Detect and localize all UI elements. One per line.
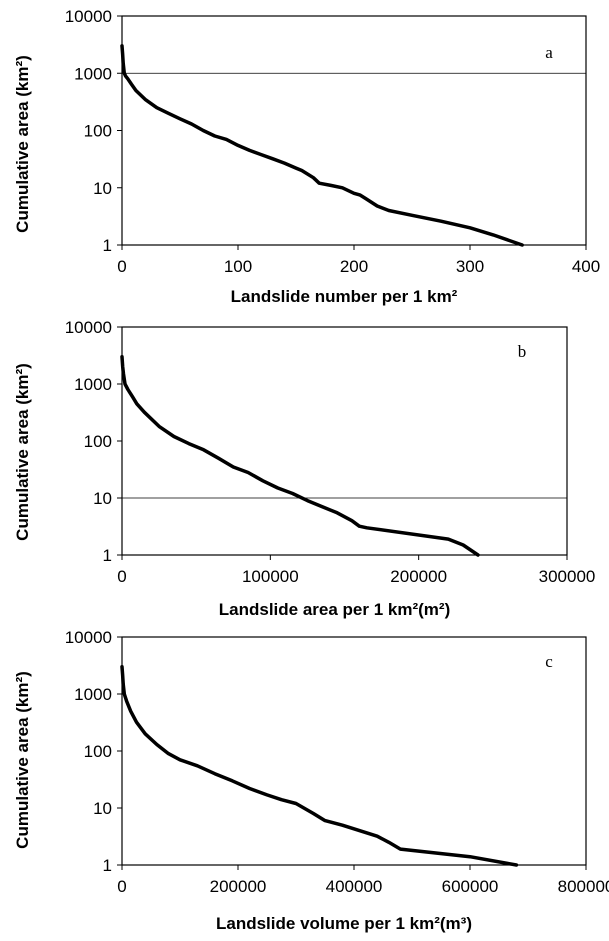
chart-c-x-axis-label: Landslide volume per 1 km²(m³)	[216, 914, 472, 933]
chart-c-ytick-label-1: 10	[93, 799, 112, 818]
chart-a-xtick-label-4: 400	[572, 257, 600, 276]
chart-b-ytick-label-3: 1000	[74, 375, 112, 394]
chart-b-ytick-label-1: 10	[93, 489, 112, 508]
chart-c-plot-frame	[121, 636, 587, 866]
chart-b-plot-frame	[121, 326, 568, 556]
chart-b-series-line-0	[120, 355, 480, 557]
chart-c-panel: 1 10 100 1000 10000 0 200000 400000 600000 800000…	[13, 628, 609, 933]
chart-a-series-line-0	[120, 44, 524, 247]
chart-b-ytick-label-4: 10000	[65, 318, 112, 337]
chart-a-ytick-label-1: 10	[93, 179, 112, 198]
chart-c-xtick-label-3: 600000	[442, 877, 499, 896]
chart-a-x-axis-label: Landslide number per 1 km²	[231, 287, 458, 306]
chart-a-plot-frame	[121, 15, 587, 246]
chart-b-y-axis-label: Cumulative area (km²)	[13, 363, 32, 541]
chart-c-ytick-label-2: 100	[84, 742, 112, 761]
chart-b-xtick-label-3: 300000	[539, 567, 596, 586]
chart-a-y-axis-label: Cumulative area (km²)	[13, 55, 32, 233]
chart-a-xtick-label-2: 200	[340, 257, 368, 276]
chart-c-xtick-label-2: 400000	[326, 877, 383, 896]
chart-a-ytick-label-3: 1000	[74, 64, 112, 83]
chart-c-panel-label: c	[545, 652, 553, 671]
chart-b-ytick-label-2: 100	[84, 432, 112, 451]
chart-a-panel-label: a	[545, 43, 553, 62]
chart-b-xtick-label-2: 200000	[390, 567, 447, 586]
chart-b-ytick-label-0: 1	[103, 546, 112, 565]
chart-b-xtick-label-1: 100000	[242, 567, 299, 586]
chart-c-ytick-label-0: 1	[103, 856, 112, 875]
chart-b-xtick-label-0: 0	[117, 567, 126, 586]
chart-a-xtick-label-1: 100	[224, 257, 252, 276]
chart-c-series-line-0	[120, 665, 519, 867]
chart-a-ytick-label-2: 100	[84, 122, 112, 141]
chart-b-x-axis-label: Landslide area per 1 km²(m²)	[219, 600, 450, 619]
chart-a-ytick-label-0: 1	[103, 236, 112, 255]
chart-c-ytick-label-4: 10000	[65, 628, 112, 647]
chart-b-panel-label: b	[518, 342, 527, 361]
chart-a-ytick-label-4: 10000	[65, 7, 112, 26]
chart-c-xtick-label-1: 200000	[210, 877, 267, 896]
chart-a-xtick-label-3: 300	[456, 257, 484, 276]
chart-c-xtick-label-0: 0	[117, 877, 126, 896]
chart-c-ytick-label-3: 1000	[74, 685, 112, 704]
chart-a-xtick-label-0: 0	[117, 257, 126, 276]
chart-a-panel: 1 10 100 1000 10000 0 100 200 300 400 Cumulative a…	[13, 7, 600, 306]
chart-c-y-axis-label: Cumulative area (km²)	[13, 671, 32, 849]
chart-c-xtick-label-4: 800000	[558, 877, 609, 896]
